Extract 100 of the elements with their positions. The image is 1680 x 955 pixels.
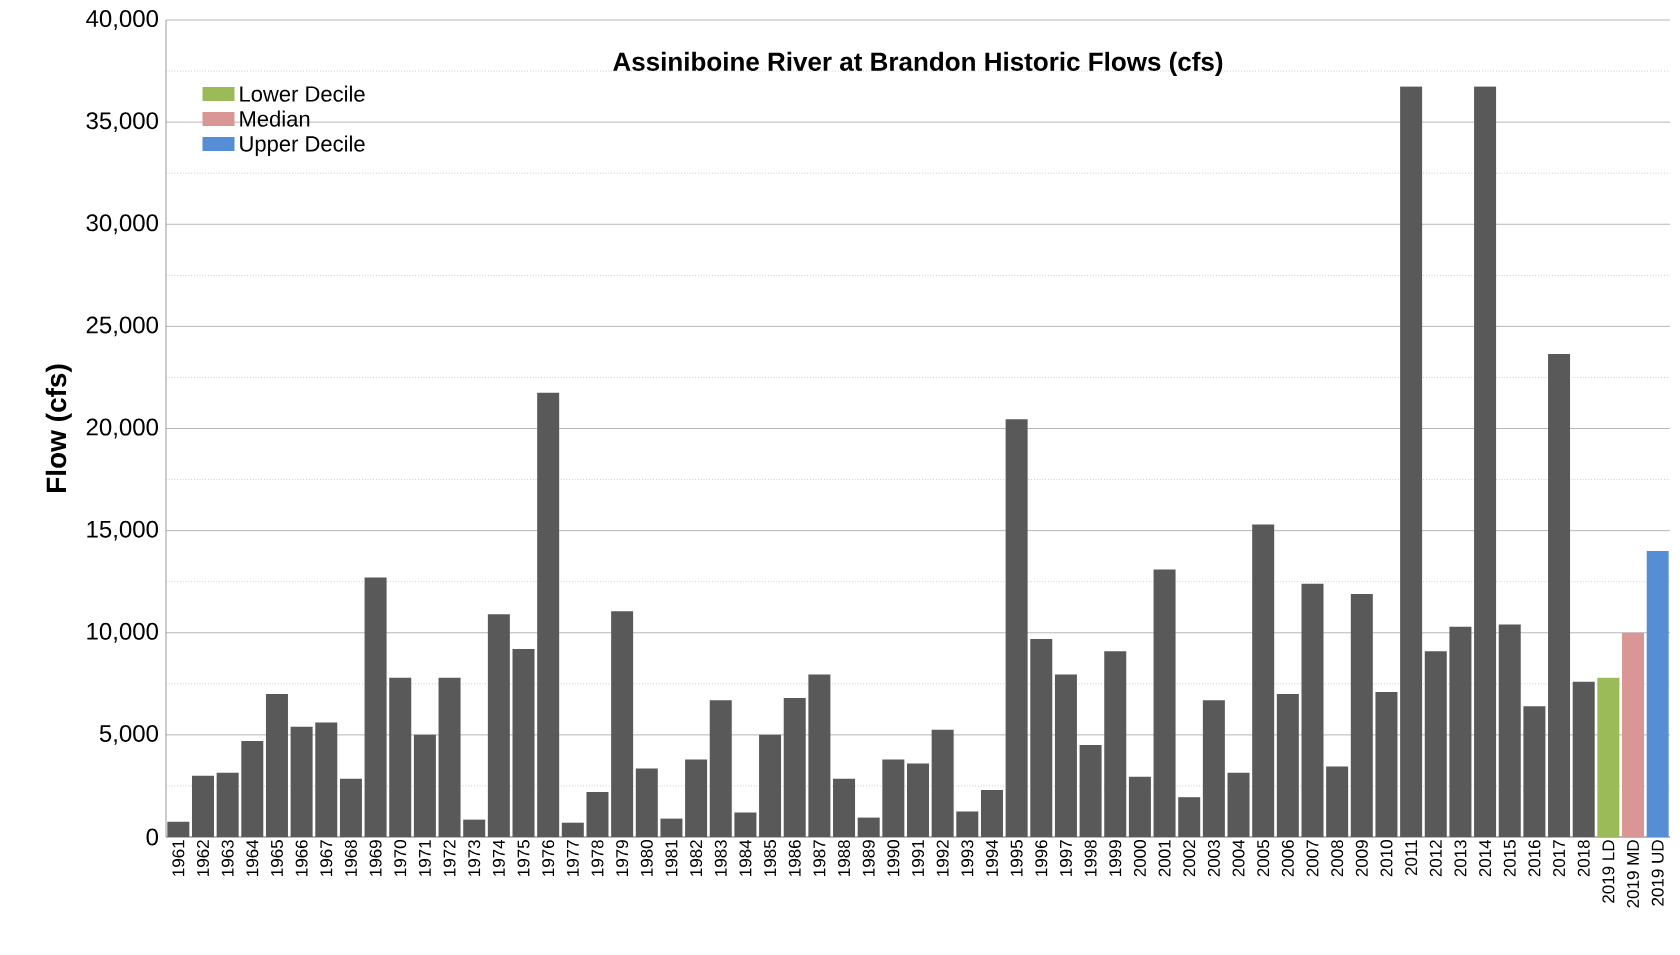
- x-tick-label: 1966: [295, 840, 308, 876]
- bar: [339, 778, 362, 837]
- x-tick-label: 1990: [887, 840, 900, 876]
- x-tick-label: 1986: [788, 840, 801, 876]
- y-tick-label: 20,000: [86, 418, 159, 439]
- y-tick-label: 5,000: [99, 724, 159, 745]
- x-tick-label: 1972: [443, 840, 456, 876]
- y-tick-label: 15,000: [87, 520, 159, 541]
- bar: [1252, 524, 1275, 837]
- x-tick-label: 2002: [1183, 840, 1196, 877]
- x-tick-label: 1992: [936, 840, 949, 876]
- bar: [1326, 766, 1349, 837]
- bar: [1178, 797, 1201, 837]
- bar: [1104, 651, 1127, 837]
- bar: [1622, 632, 1645, 837]
- y-tick-label: 30,000: [86, 214, 159, 235]
- bar: [1054, 674, 1077, 837]
- bar: [1597, 677, 1620, 837]
- bar: [857, 817, 880, 837]
- x-tick-label: 2007: [1306, 840, 1319, 877]
- x-tick-label: 1963: [221, 840, 234, 876]
- bar: [1375, 691, 1398, 837]
- x-tick-label: 2018: [1577, 840, 1590, 877]
- bar: [191, 775, 214, 837]
- x-tick-label: 1996: [1035, 840, 1048, 876]
- bar: [413, 734, 436, 837]
- x-tick-label: 1970: [394, 840, 407, 876]
- x-tick-label: 1976: [542, 840, 555, 876]
- y-tick-label: 25,000: [86, 316, 159, 337]
- x-tick-label: 2019 UD: [1651, 840, 1664, 906]
- x-tick-label: 2004: [1232, 839, 1245, 877]
- y-tick-label: 35,000: [86, 112, 159, 133]
- bar: [882, 759, 905, 837]
- x-tick-label: 1998: [1084, 840, 1097, 876]
- bar: [315, 722, 338, 837]
- x-tick-label: 1962: [196, 840, 209, 876]
- bar: [389, 677, 412, 837]
- x-tick-label: 2013: [1454, 840, 1467, 877]
- x-tick-label: 1969: [369, 840, 382, 876]
- x-tick-label: 2017: [1553, 840, 1566, 877]
- bar: [1202, 700, 1225, 837]
- y-tick-label: 0: [146, 828, 159, 846]
- x-tick-label: 1977: [566, 840, 579, 876]
- x-tick-label: 1965: [270, 840, 283, 876]
- bar: [660, 818, 683, 837]
- bar: [709, 700, 732, 837]
- bar: [734, 812, 757, 837]
- bar: [463, 819, 486, 837]
- bar: [1301, 583, 1324, 837]
- x-tick-label: 1994: [985, 839, 998, 876]
- bar: [1498, 624, 1521, 837]
- x-tick-label: 2019 LD: [1602, 840, 1615, 903]
- bar: [438, 677, 461, 837]
- bar: [1079, 745, 1102, 837]
- bar: [759, 734, 782, 837]
- x-tick-label: 2014: [1479, 839, 1492, 877]
- x-tick-label: 1983: [714, 840, 727, 876]
- bar: [1350, 593, 1373, 837]
- bar: [1424, 651, 1447, 837]
- bar: [1572, 681, 1595, 837]
- x-tick-label: 1987: [813, 840, 826, 876]
- bar: [833, 778, 856, 837]
- y-tick-label: 10,000: [87, 622, 159, 643]
- bar: [1153, 569, 1176, 837]
- legend-label: Upper Decile: [240, 135, 365, 156]
- x-tick-label: 1995: [1010, 840, 1023, 876]
- x-tick-label: 2001: [1158, 840, 1171, 877]
- x-tick-label: 1978: [591, 840, 604, 876]
- x-tick-label: 2010: [1380, 840, 1393, 877]
- bar: [1548, 353, 1571, 837]
- bar: [241, 741, 264, 837]
- x-tick-label: 1981: [665, 840, 678, 876]
- bar: [808, 674, 831, 837]
- x-tick-label: 2012: [1429, 840, 1442, 877]
- x-tick-label: 1974: [492, 839, 505, 876]
- x-tick-label: 1979: [616, 840, 629, 876]
- y-axis-title: Flow (cfs): [45, 364, 72, 492]
- x-tick-label: 1982: [690, 840, 703, 876]
- bar: [685, 759, 708, 837]
- bar: [1030, 638, 1053, 837]
- x-tick-label: 1961: [172, 840, 185, 876]
- bar: [611, 611, 634, 837]
- x-tick-label: 1973: [468, 840, 481, 876]
- bar: [1646, 551, 1669, 837]
- bar: [1276, 694, 1299, 837]
- bar: [512, 649, 535, 837]
- x-tick-label: 1985: [764, 840, 777, 876]
- x-tick-label: 2008: [1331, 840, 1344, 877]
- x-tick-label: 2005: [1257, 840, 1270, 877]
- bar: [1227, 772, 1250, 837]
- bar: [364, 577, 387, 837]
- bar: [586, 792, 609, 837]
- x-tick-label: 2000: [1133, 840, 1146, 877]
- legend-label: Lower Decile: [240, 85, 365, 102]
- y-tick-label: 40,000: [86, 10, 159, 30]
- x-tick-label: 1971: [418, 840, 431, 876]
- bar: [1523, 706, 1546, 837]
- x-tick-label: 1993: [961, 840, 974, 876]
- x-tick-label: 1968: [344, 840, 357, 876]
- bar: [487, 614, 510, 837]
